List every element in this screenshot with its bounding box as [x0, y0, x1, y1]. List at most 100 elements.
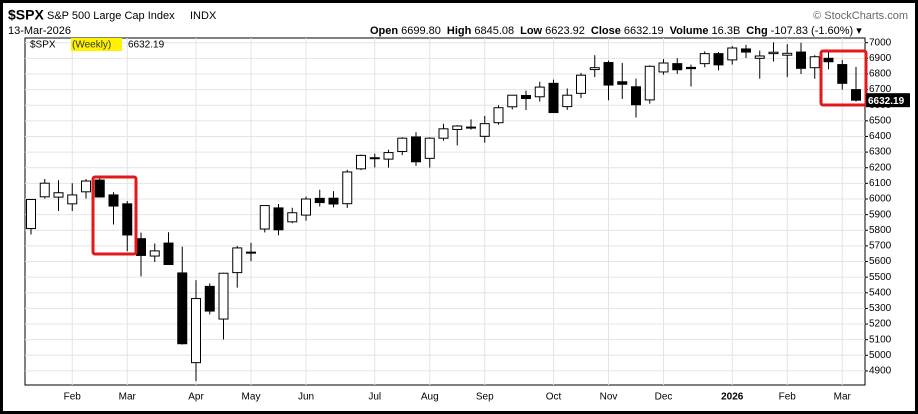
y-tick-label: 5600 — [869, 256, 892, 267]
candle-body — [438, 128, 449, 139]
candle-body — [67, 194, 78, 205]
candle-body — [741, 48, 751, 53]
stat-label: Low — [520, 25, 542, 37]
y-tick-label: 5900 — [869, 209, 892, 220]
candle-body — [383, 152, 394, 160]
candle-body — [686, 66, 696, 70]
y-tick-label: 6300 — [869, 147, 892, 158]
y-tick-label: 5200 — [869, 319, 892, 330]
candle-body — [397, 137, 408, 152]
candle-body — [136, 238, 146, 256]
candle-body — [672, 63, 683, 71]
candle-body — [713, 53, 724, 66]
candle-body — [287, 212, 298, 223]
x-tick-label: Apr — [188, 392, 204, 403]
x-tick-label: Aug — [421, 392, 439, 403]
x-tick-label: Dec — [655, 392, 673, 403]
candle-body — [548, 82, 559, 114]
candle-body — [246, 251, 256, 254]
candle-body — [53, 192, 64, 198]
candle-body — [603, 62, 614, 86]
y-tick-label: 5400 — [869, 287, 892, 298]
candle-body — [507, 94, 518, 108]
legend-last: 6632.19 — [128, 40, 165, 51]
y-tick-label: 6800 — [869, 69, 892, 80]
candle-body — [301, 198, 311, 216]
x-tick-label: May — [242, 392, 261, 403]
candle-body — [589, 67, 600, 71]
candle-body — [356, 154, 366, 170]
candle-body — [727, 47, 738, 61]
x-tick-label: Jul — [368, 392, 381, 403]
candle-body — [273, 207, 284, 231]
candle-body — [782, 52, 793, 56]
x-tick-label: Sep — [476, 392, 494, 403]
x-tick-label: Feb — [64, 392, 82, 403]
plot-frame — [24, 37, 866, 386]
y-tick-label: 6900 — [869, 53, 892, 64]
candle-body — [809, 56, 820, 69]
candle-body — [122, 203, 133, 236]
y-tick-label: 5300 — [869, 303, 892, 314]
candle-body — [218, 272, 229, 320]
candle-body — [342, 171, 353, 205]
y-tick-label: 5100 — [869, 334, 892, 345]
copyright: © StockCharts.com — [813, 10, 908, 22]
y-tick-label: 6400 — [869, 131, 892, 142]
candle-body — [466, 126, 476, 129]
x-tick-label: Mar — [834, 392, 852, 403]
candle-body — [631, 86, 641, 106]
candle-body — [163, 242, 174, 265]
candle-body — [851, 89, 861, 101]
candle-body — [191, 298, 201, 364]
candle-body — [617, 81, 628, 85]
candle-body — [658, 62, 669, 73]
candle-body — [259, 205, 270, 230]
highlight-box — [91, 175, 138, 256]
candle-body — [796, 51, 806, 69]
price-tag-label: 6632.19 — [868, 96, 905, 107]
y-tick-label: 5700 — [869, 241, 892, 252]
candle-body — [149, 250, 160, 257]
y-tick-label: 6100 — [869, 178, 892, 189]
exchange: INDX — [190, 10, 217, 22]
stat-label: Chg — [746, 25, 767, 37]
candle-body — [94, 179, 105, 198]
candle-body — [232, 247, 243, 274]
candle-body — [644, 65, 655, 101]
y-tick-label: 6200 — [869, 162, 892, 173]
y-tick-label: 5500 — [869, 272, 892, 283]
x-tick-label: 2026 — [721, 392, 744, 403]
x-tick-label: Oct — [546, 392, 562, 403]
candle-body — [39, 182, 50, 198]
candle-body — [424, 137, 435, 159]
x-tick-label: Feb — [779, 392, 797, 403]
candle-body — [177, 272, 188, 345]
y-tick-label: 6700 — [869, 84, 892, 95]
candle-body — [81, 180, 91, 193]
y-tick-label: 5800 — [869, 225, 892, 236]
candles — [26, 42, 861, 382]
candle-body — [108, 194, 119, 207]
stat-label: Open — [370, 25, 398, 37]
candle-body — [576, 74, 586, 94]
y-tick-label: 6000 — [869, 194, 892, 205]
stat-value: 6632.19 — [624, 25, 664, 37]
candle-body — [837, 64, 848, 84]
stat-label: High — [447, 25, 472, 37]
candle-body — [204, 285, 215, 312]
x-tick-label: Jun — [298, 392, 314, 403]
candle-body — [452, 125, 463, 130]
candle-body — [479, 123, 490, 137]
candle-body — [562, 94, 573, 108]
y-tick-label: 6500 — [869, 115, 892, 126]
candle-body — [328, 197, 339, 205]
date: 13-Mar-2026 — [8, 25, 71, 37]
stat-value: 6699.80 — [401, 25, 441, 37]
x-tick-label: Mar — [119, 392, 137, 403]
index-name: S&P 500 Large Cap Index — [47, 10, 175, 22]
highlight-box — [819, 49, 868, 107]
candle-body — [534, 86, 545, 98]
candle-body — [699, 53, 710, 65]
